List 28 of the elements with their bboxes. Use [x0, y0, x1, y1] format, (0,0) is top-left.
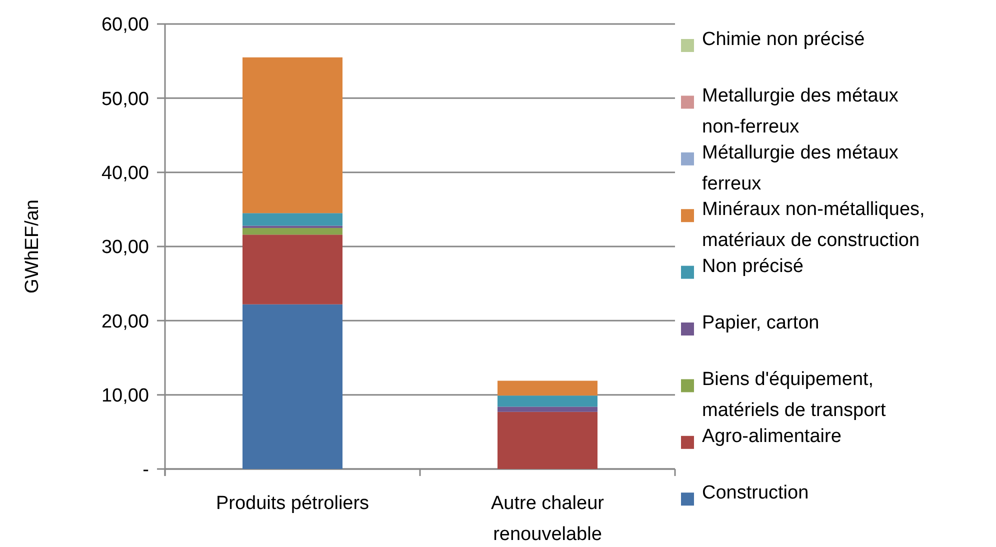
x-tick-label: Autre chaleur renouvelable [490, 493, 605, 545]
legend-label: Biens d'équipement, matériels de transport [702, 369, 886, 422]
bar [242, 234, 342, 304]
legend-label: Construction [702, 482, 809, 504]
y-tick-label: 60,00 [101, 14, 149, 36]
legend-label: Papier, carton [702, 312, 820, 334]
y-tick-label: 10,00 [101, 385, 149, 406]
x-tick-label: Produits pétroliers [216, 493, 370, 514]
y-tick-label: - [142, 460, 149, 481]
legend-label: Chimie non précisé [702, 29, 865, 50]
bar [498, 380, 598, 396]
y-axis-title: GWhEF/an [22, 200, 43, 294]
y-tick-label: 40,00 [101, 162, 149, 184]
y-tick-label: 50,00 [101, 88, 149, 110]
bar [498, 412, 598, 469]
bar [242, 213, 342, 226]
bar [498, 406, 598, 412]
legend-label: Agro-alimentaire [702, 426, 842, 447]
legend-label: Metallurgie des métaux non-ferreux [702, 86, 899, 138]
y-tick-label: 30,00 [101, 237, 149, 258]
legend-label: Métallurgie des métaux ferreux [702, 142, 899, 194]
legend-label: Minéraux non-métalliques, matériaux de construction [702, 199, 925, 252]
bar [498, 396, 598, 407]
bar [242, 228, 342, 235]
bar [242, 57, 342, 214]
bar [242, 304, 342, 469]
y-tick-label: 20,00 [101, 311, 149, 332]
legend-label: Non précisé [702, 256, 804, 277]
